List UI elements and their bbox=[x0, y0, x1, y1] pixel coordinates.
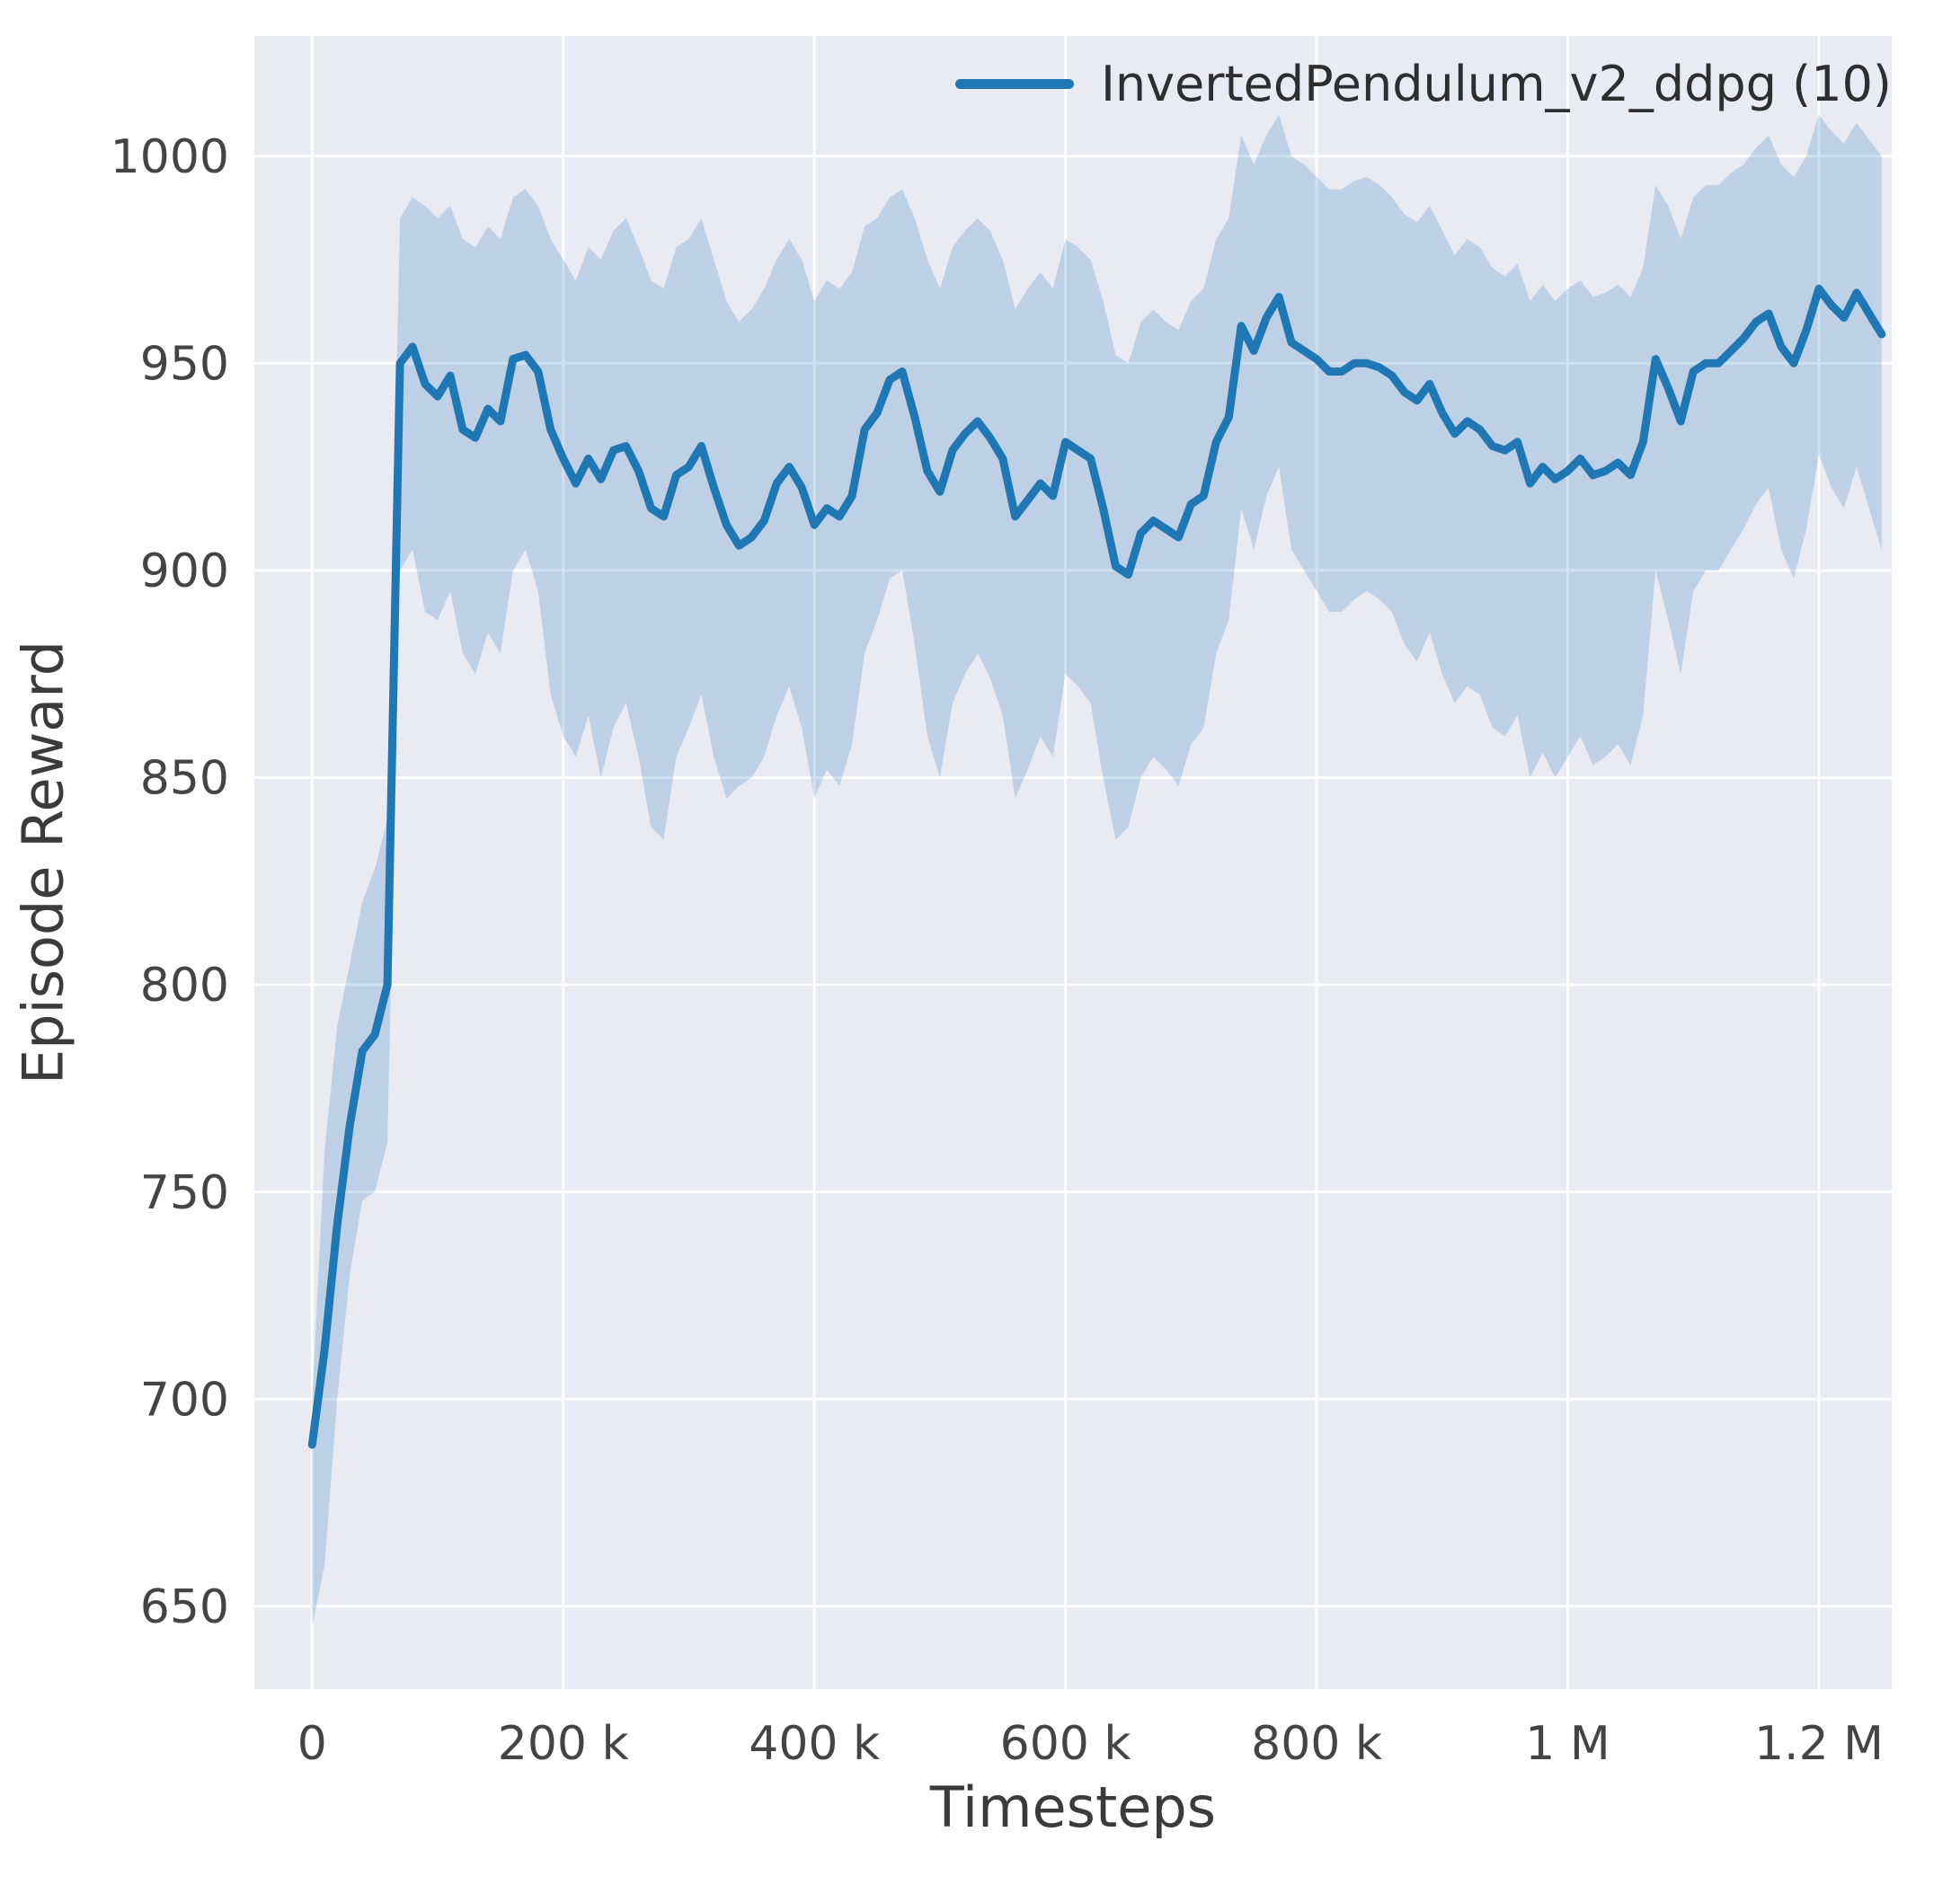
y-tick-label: 1000 bbox=[111, 130, 229, 184]
y-tick-label: 950 bbox=[140, 338, 229, 392]
x-tick-label: 200 k bbox=[498, 1717, 629, 1771]
y-tick-label: 850 bbox=[140, 752, 229, 806]
x-axis-label: Timesteps bbox=[929, 1774, 1217, 1840]
y-axis-label: Episode Reward bbox=[10, 640, 76, 1085]
y-tick-label: 900 bbox=[140, 544, 229, 598]
y-tick-label: 700 bbox=[140, 1373, 229, 1427]
x-tick-label: 1 M bbox=[1525, 1717, 1610, 1771]
x-tick-label: 400 k bbox=[749, 1717, 880, 1771]
legend-line-swatch bbox=[954, 79, 1074, 89]
y-tick-label: 800 bbox=[140, 959, 229, 1013]
legend: InvertedPendulum_v2_ddpg (10) bbox=[954, 56, 1892, 112]
plot-area bbox=[254, 36, 1892, 1689]
y-tick-label: 750 bbox=[140, 1166, 229, 1220]
mean-line bbox=[307, 284, 1886, 1449]
x-tick-label: 0 bbox=[297, 1717, 327, 1771]
y-tick-label: 650 bbox=[140, 1580, 229, 1634]
legend-label: InvertedPendulum_v2_ddpg (10) bbox=[1100, 56, 1892, 112]
x-tick-label: 800 k bbox=[1251, 1717, 1382, 1771]
confidence-band bbox=[312, 114, 1882, 1627]
x-tick-label: 1.2 M bbox=[1754, 1717, 1884, 1771]
x-tick-label: 600 k bbox=[1000, 1717, 1131, 1771]
